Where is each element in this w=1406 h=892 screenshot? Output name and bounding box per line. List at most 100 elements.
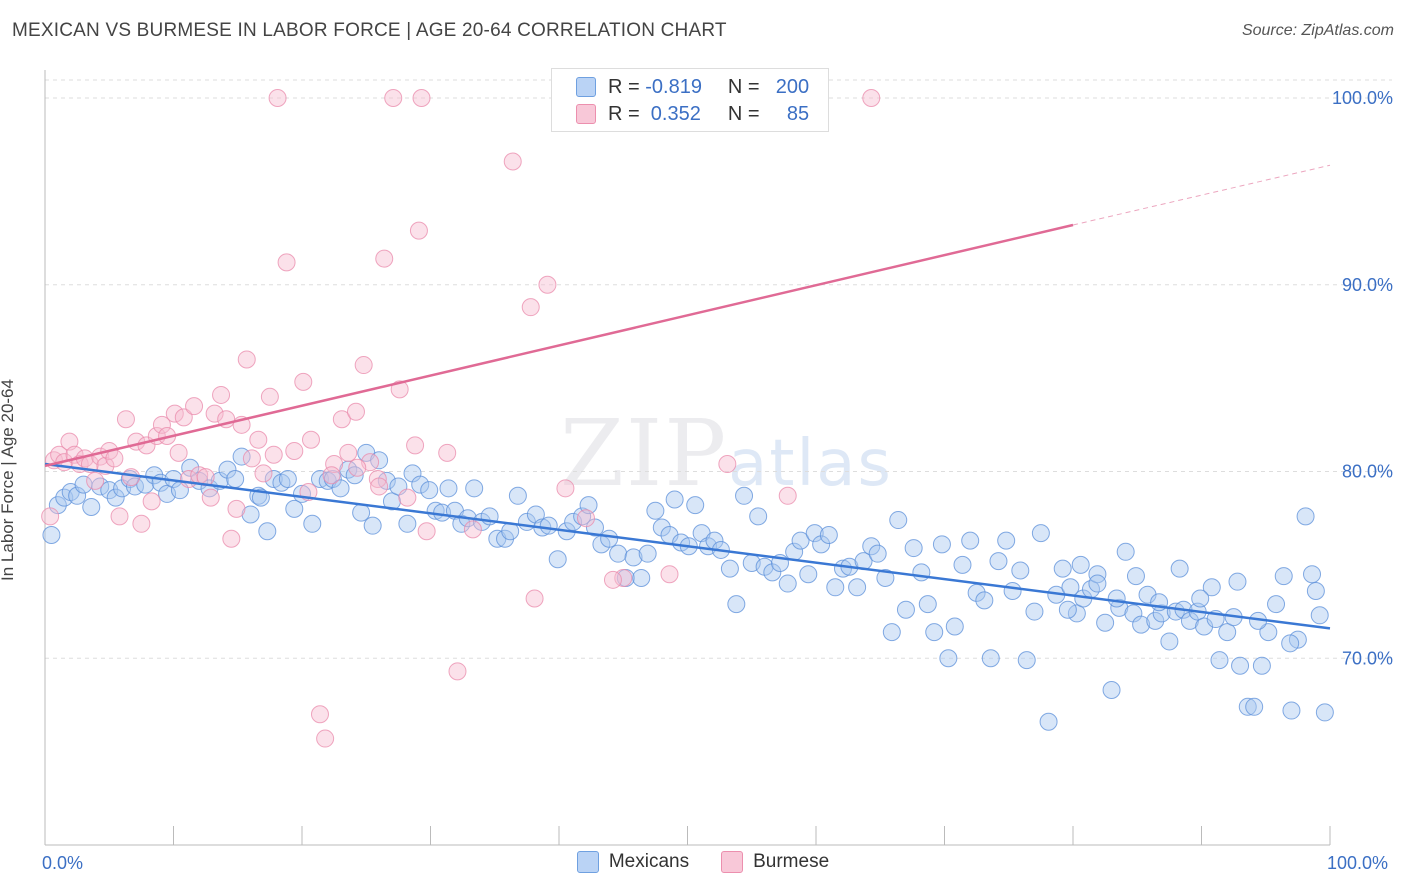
mexicans-point xyxy=(904,539,923,558)
mexicans-point xyxy=(1306,582,1325,601)
burmese-point xyxy=(660,565,679,584)
burmese-point xyxy=(254,464,273,483)
burmese-point xyxy=(174,408,193,427)
mexicans-point xyxy=(652,518,671,537)
mexicans-point xyxy=(812,535,831,554)
mexicans-point xyxy=(331,479,350,498)
burmese-point xyxy=(409,221,428,240)
mexicans-point xyxy=(1003,582,1022,601)
mexicans-point xyxy=(1180,611,1199,630)
mexicans-point xyxy=(981,649,1000,668)
mexicans-point xyxy=(896,600,915,619)
mexicans-point xyxy=(600,529,619,548)
y-tick-label: 100.0% xyxy=(1332,88,1393,108)
x-tick-label-min: 0.0% xyxy=(42,853,84,873)
mexicans-point xyxy=(720,559,739,578)
mexicans-point xyxy=(539,516,558,535)
burmese-point xyxy=(294,372,313,391)
mexicans-point xyxy=(1011,561,1030,580)
chart-title: MEXICAN VS BURMESE IN LABOR FORCE | AGE … xyxy=(12,20,727,41)
mexicans-point xyxy=(548,550,567,569)
mexicans-point xyxy=(1067,604,1086,623)
mexicans-point xyxy=(624,548,643,567)
mexicans-point xyxy=(439,479,458,498)
legend-label-mexicans: Mexicans xyxy=(608,851,690,872)
mexicans-point xyxy=(218,460,237,479)
mexicans-point xyxy=(749,507,768,526)
burmese-point xyxy=(538,275,557,294)
burmese-point xyxy=(398,488,417,507)
burmese-point xyxy=(370,477,389,496)
mexicans-point xyxy=(42,526,61,544)
burmese-point xyxy=(346,402,365,421)
mexicans-point xyxy=(848,578,867,597)
mexicans-point xyxy=(686,496,705,515)
mexicans-point xyxy=(778,574,797,593)
burmese-point xyxy=(268,89,287,108)
burmese-point xyxy=(406,436,425,455)
mexicans-point xyxy=(912,563,931,582)
burmese-point xyxy=(521,298,540,317)
mexicans-point xyxy=(799,565,818,584)
mexicans-point xyxy=(868,544,887,563)
mexicans-point xyxy=(68,486,87,505)
mexicans-point xyxy=(1132,615,1151,634)
burmese-point xyxy=(41,507,60,526)
burmese-point xyxy=(862,89,881,108)
mexicans-point xyxy=(1191,589,1210,608)
mexicans-point xyxy=(882,623,901,642)
mexicans-point xyxy=(961,531,980,550)
burmese-point xyxy=(212,385,231,404)
burmese-trendline-extension xyxy=(1072,164,1331,226)
burmese-point xyxy=(201,488,220,507)
burmese-point xyxy=(375,249,394,268)
mexicans-point xyxy=(1096,613,1115,632)
mexicans-point xyxy=(1058,600,1077,619)
mexicans-point xyxy=(876,568,895,587)
mexicans-point xyxy=(303,514,322,533)
burmese-point xyxy=(332,410,351,429)
mexicans-point xyxy=(226,469,245,488)
mexicans-point xyxy=(1088,565,1107,584)
legend-r-value: 0.352 xyxy=(645,102,701,125)
legend-item-burmese[interactable]: Burmese xyxy=(721,851,829,873)
mexicans-point xyxy=(1152,604,1171,623)
burmese-point xyxy=(718,455,737,474)
mexicans-point xyxy=(638,544,657,563)
legend-item-mexicans[interactable]: Mexicans xyxy=(576,851,690,873)
burmese-point xyxy=(165,404,184,423)
mexicans-point xyxy=(889,511,908,530)
mexicans-point xyxy=(1281,634,1300,653)
burmese-point xyxy=(110,507,129,526)
legend-n-value: 85 xyxy=(786,102,810,125)
mexicans-point xyxy=(241,505,260,524)
mexicans-point xyxy=(1170,559,1189,578)
mexicans-point xyxy=(1259,623,1278,642)
mexicans-point xyxy=(939,649,958,668)
burmese-swatch-icon xyxy=(576,104,596,124)
burmese-point xyxy=(105,449,124,468)
burmese-trendline xyxy=(44,223,1074,468)
mexicans-point xyxy=(819,526,838,544)
y-tick-label: 90.0% xyxy=(1342,275,1393,295)
mexicans-point xyxy=(1228,572,1247,591)
mexicans-point xyxy=(735,486,754,505)
burmese-point xyxy=(122,468,141,487)
mexicans-point xyxy=(1088,574,1107,593)
burmese-point xyxy=(412,89,431,108)
mexicans-point xyxy=(285,499,304,518)
source-label: Source: ZipAtlas.com xyxy=(1241,22,1394,39)
legend-r-value: -0.819 xyxy=(645,75,702,98)
mexicans-swatch-icon xyxy=(576,77,596,97)
burmese-point xyxy=(525,589,544,608)
mexicans-point xyxy=(106,488,125,507)
mexicans-point xyxy=(352,503,371,522)
burmese-point xyxy=(322,466,341,485)
mexicans-point xyxy=(1218,623,1237,642)
burmese-point xyxy=(205,404,224,423)
burmese-point xyxy=(556,479,575,498)
burmese-point xyxy=(438,443,457,462)
mexicans-point xyxy=(953,555,972,574)
watermark-atlas: atlas xyxy=(728,427,893,501)
